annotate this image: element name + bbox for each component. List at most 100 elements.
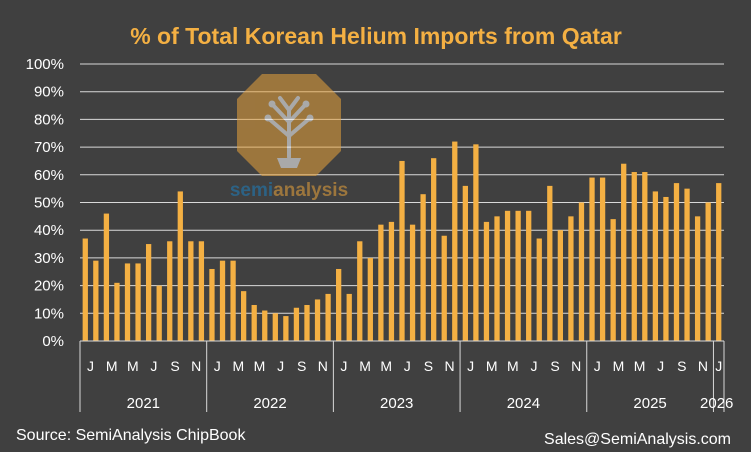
bar-2024-03 <box>483 221 490 341</box>
x-month-label: M <box>254 358 266 374</box>
x-month-label: M <box>127 358 139 374</box>
x-month-label: M <box>507 358 519 374</box>
bar-2025-08 <box>663 196 669 341</box>
x-year-label-2023: 2023 <box>380 395 413 412</box>
x-year-label-2026: 2026 <box>700 395 733 412</box>
x-month-label: J <box>214 358 221 374</box>
x-month-label: N <box>571 358 581 374</box>
bar-2022-11 <box>314 299 321 341</box>
bar-2021-03 <box>103 213 110 341</box>
bar-2025-06 <box>642 172 648 341</box>
watermark-text: semianalysis <box>230 180 348 201</box>
bar-2021-10 <box>177 191 183 341</box>
bar-2022-01 <box>209 268 215 341</box>
bar-2024-02 <box>473 144 479 341</box>
x-month-label: N <box>191 358 201 374</box>
bar-2022-06 <box>262 310 268 341</box>
x-month-label: M <box>106 358 118 374</box>
x-year-label-2022: 2022 <box>253 395 286 412</box>
x-month-label: M <box>233 358 245 374</box>
bar-2023-03 <box>357 241 363 341</box>
y-tick-label: 80% <box>34 111 64 128</box>
bar-2023-04 <box>367 257 373 341</box>
bar-2021-11 <box>188 241 194 341</box>
chart-title: % of Total Korean Helium Imports from Qa… <box>130 23 622 49</box>
bar-2025-09 <box>673 183 680 341</box>
x-year-label-2025: 2025 <box>633 395 666 412</box>
bar-2021-01 <box>82 238 88 341</box>
x-month-label: J <box>530 358 537 374</box>
bar-2022-05 <box>251 304 257 341</box>
bar-2022-07 <box>272 313 278 341</box>
x-month-label: S <box>170 358 179 374</box>
x-month-label: J <box>715 358 722 374</box>
bar-2022-04 <box>241 291 247 341</box>
y-tick-label: 90% <box>34 84 64 101</box>
bar-2022-02 <box>219 260 226 341</box>
x-month-label: J <box>340 358 347 374</box>
bar-2021-04 <box>114 282 120 341</box>
semianalysis-logo-icon <box>237 74 341 176</box>
x-month-label: N <box>318 358 328 374</box>
bar-2023-10 <box>431 158 437 341</box>
bar-2025-12 <box>705 202 711 341</box>
x-month-label: S <box>424 358 433 374</box>
x-month-label: M <box>359 358 371 374</box>
bar-2022-12 <box>325 293 331 341</box>
bar-2022-08 <box>283 316 289 341</box>
bar-2023-02 <box>346 293 352 341</box>
bar-2024-09 <box>547 185 553 341</box>
bar-2022-09 <box>293 307 300 341</box>
x-month-label: J <box>87 358 94 374</box>
bar-2024-01 <box>462 185 468 341</box>
bar-2023-01 <box>336 268 342 341</box>
bar-2025-04 <box>621 163 627 341</box>
bar-2025-10 <box>684 188 690 341</box>
x-month-label: S <box>297 358 306 374</box>
bar-2023-08 <box>409 224 416 341</box>
bar-2022-03 <box>230 260 236 341</box>
y-tick-label: 50% <box>34 195 64 212</box>
x-month-label: M <box>634 358 646 374</box>
x-month-label: S <box>677 358 686 374</box>
x-year-label-2024: 2024 <box>507 395 540 412</box>
bar-2026-01 <box>716 183 722 341</box>
bar-2023-06 <box>388 221 395 341</box>
bar-2023-05 <box>378 224 384 341</box>
watermark-text-analysis: analysis <box>273 180 348 201</box>
bar-2021-08 <box>156 285 162 341</box>
bar-2023-09 <box>420 194 426 341</box>
y-tick-label: 0% <box>42 333 64 350</box>
bar-2025-03 <box>610 219 616 341</box>
bar-2025-07 <box>652 191 659 341</box>
x-month-label: J <box>150 358 157 374</box>
y-tick-label: 100% <box>26 56 64 73</box>
y-tick-label: 70% <box>34 139 64 156</box>
x-year-label-2021: 2021 <box>127 395 160 412</box>
x-month-label: J <box>404 358 411 374</box>
semianalysis-watermark: semianalysis <box>230 74 348 201</box>
watermark-text-semi: semi <box>230 180 273 201</box>
bar-2025-02 <box>599 177 606 341</box>
bar-2023-12 <box>452 141 458 341</box>
y-axis-ticks: 0% 10% 20% 30% 40% 50% 60% 70% 80% 90% 100% <box>26 56 64 350</box>
x-month-label: N <box>444 358 454 374</box>
bar-2024-07 <box>526 210 532 341</box>
bar-2025-05 <box>631 172 637 341</box>
y-tick-label: 10% <box>34 305 64 322</box>
bar-2025-11 <box>694 216 701 341</box>
bar-2024-11 <box>568 216 574 341</box>
bar-2023-07 <box>399 160 405 341</box>
x-month-label: M <box>486 358 498 374</box>
bar-2024-06 <box>515 210 521 341</box>
contact-email: Sales@SemiAnalysis.com <box>544 431 731 448</box>
bar-2021-09 <box>167 241 173 341</box>
bar-2024-12 <box>578 202 585 341</box>
bar-2024-10 <box>557 230 563 341</box>
x-month-label: J <box>467 358 474 374</box>
bar-2021-12 <box>198 241 205 341</box>
x-month-label: J <box>594 358 601 374</box>
bar-2025-01 <box>589 177 595 341</box>
